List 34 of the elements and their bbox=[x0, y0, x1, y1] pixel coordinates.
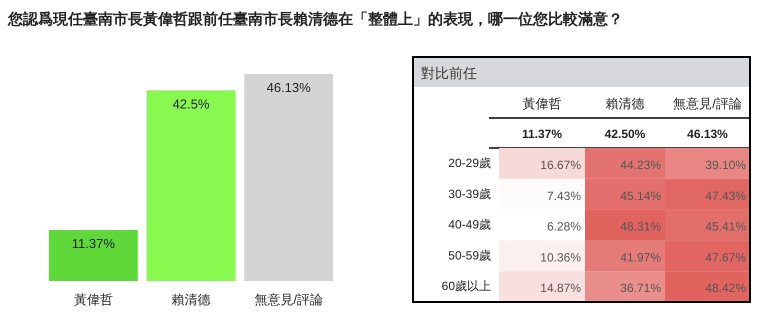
data-label: 6.28% bbox=[546, 220, 582, 234]
data-label: 14.87% bbox=[540, 281, 582, 296]
chart-title: 對比前任 bbox=[421, 65, 477, 81]
text: 11.37% bbox=[522, 127, 562, 141]
y-tick-label: 30-39歲 bbox=[448, 186, 491, 201]
text: 42.50% bbox=[604, 127, 646, 141]
data-label: 16.67% bbox=[540, 158, 582, 172]
data-label: 47.43% bbox=[705, 188, 746, 203]
y-tick-label: 40-49歲 bbox=[448, 218, 491, 232]
data-label: 36.71% bbox=[620, 281, 662, 296]
chart-title: 您認爲現任臺南市長黃偉哲跟前任臺南市長賴清德在「整體上」的表現，哪一位您比較滿意？ bbox=[7, 10, 623, 28]
y-tick-label: 50-59歲 bbox=[448, 248, 491, 262]
data-label: 45.41% bbox=[705, 220, 746, 234]
data-label: 39.10% bbox=[705, 158, 746, 172]
x-tick-label: 無意見/評論 bbox=[254, 292, 323, 307]
data-label: 7.43% bbox=[546, 188, 582, 203]
x-tick-label: 賴清德 bbox=[606, 96, 644, 111]
data-label: 11.37% bbox=[72, 236, 116, 251]
data-label: 44.23% bbox=[620, 158, 662, 172]
data-label: 47.67% bbox=[705, 250, 746, 264]
data-label: 45.14% bbox=[620, 188, 662, 203]
data-label: 48.31% bbox=[620, 220, 662, 234]
x-tick-label: 賴清德 bbox=[172, 292, 210, 307]
text: 46.13% bbox=[687, 127, 728, 141]
data-label: 46.13% bbox=[266, 80, 312, 95]
x-tick-label: 黃偉哲 bbox=[74, 292, 113, 307]
data-label: 48.42% bbox=[705, 281, 746, 296]
x-tick-label: 黃偉哲 bbox=[522, 96, 562, 111]
y-tick-label: 60歲以上 bbox=[442, 279, 491, 294]
y-tick-label: 20-29歲 bbox=[448, 156, 491, 170]
x-tick-label: 無意見/評論 bbox=[673, 96, 742, 111]
data-label: 10.36% bbox=[540, 250, 582, 264]
data-label: 41.97% bbox=[620, 250, 662, 264]
data-label: 42.5% bbox=[172, 96, 210, 112]
